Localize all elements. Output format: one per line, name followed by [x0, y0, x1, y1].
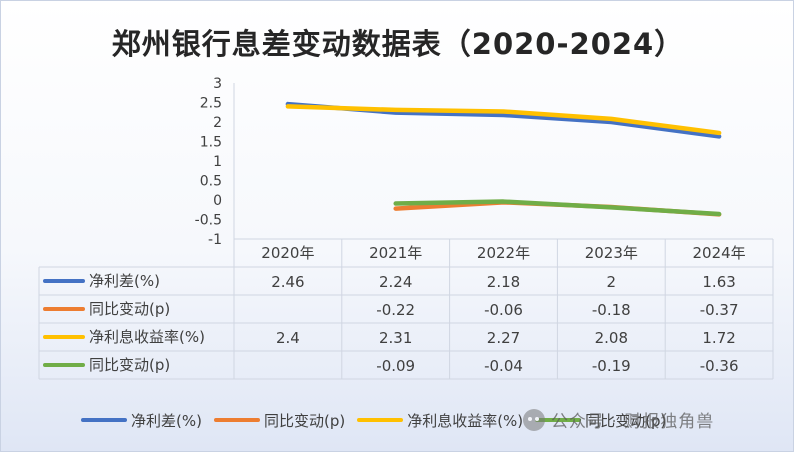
data-label: -0.36: [700, 357, 739, 375]
table-row-series-name: 净利差(%): [89, 272, 160, 290]
legend-label: 净利差(%): [131, 411, 202, 430]
legend-item: 同比变动(p): [213, 410, 346, 431]
table-row-series-name: 同比变动(p): [89, 356, 170, 374]
data-label: 2.31: [379, 329, 412, 347]
legend-swatch: [535, 418, 582, 422]
x-category-label: 2022年: [477, 244, 530, 262]
data-label: 1.63: [702, 273, 735, 291]
y-tick-label: 2.5: [200, 96, 222, 112]
data-label: -0.06: [484, 301, 523, 319]
y-tick-label: -0.5: [195, 213, 222, 229]
data-label: -0.18: [592, 301, 631, 319]
data-label: 2.18: [487, 273, 520, 291]
data-label: 2.27: [487, 329, 520, 347]
legend-swatch: [81, 418, 127, 422]
legend-label: 同比变动(p): [263, 411, 346, 430]
legend-label: 同比变动(p): [585, 411, 667, 430]
data-label: -0.09: [376, 357, 415, 375]
data-label: 2.08: [595, 329, 628, 347]
data-label: 2.46: [271, 273, 304, 291]
legend-swatch: [357, 418, 404, 422]
y-tick-label: 3: [213, 76, 222, 92]
legend-swatch: [213, 418, 260, 422]
data-label: 2: [607, 273, 617, 291]
legend-label: 净利息收益率(%): [407, 411, 524, 430]
y-tick-label: 0.5: [200, 174, 222, 190]
data-label: -0.04: [484, 357, 523, 375]
y-tick-label: 1: [213, 154, 222, 170]
legend-item: 净利息收益率(%): [357, 410, 523, 431]
watermark: 公众号 · 财报独角兽: [523, 407, 714, 432]
legend-item: 净利差(%): [81, 410, 202, 431]
y-tick-label: 2: [213, 115, 222, 131]
data-label: 2.4: [276, 329, 300, 347]
table-row-series-name: 同比变动(p): [89, 300, 170, 318]
data-label: 1.72: [702, 329, 735, 347]
wechat-icon: [523, 408, 545, 431]
x-category-label: 2023年: [585, 244, 638, 262]
watermark-text: 公众号 · 财报独角兽: [551, 412, 715, 432]
table-row-series-name: 净利息收益率(%): [89, 328, 205, 346]
y-tick-label: 1.5: [200, 135, 222, 151]
chart-title: 郑州银行息差变动数据表（2020-2024）: [111, 27, 685, 61]
x-category-label: 2021年: [369, 244, 422, 262]
chart-legend: 净利差(%) 同比变动(p) 净利息收益率(%) 同比变动(p): [81, 405, 781, 435]
data-label: -0.22: [376, 301, 415, 319]
data-label: -0.37: [700, 301, 739, 319]
x-category-label: 2020年: [261, 244, 314, 262]
data-label: 2.24: [379, 273, 412, 291]
legend-item: 同比变动(p): [535, 410, 666, 431]
y-tick-label: -1: [208, 232, 222, 248]
y-tick-label: 0: [213, 193, 222, 209]
series-line-3: [285, 104, 722, 136]
data-label: -0.19: [592, 357, 631, 375]
series-line-4: [393, 199, 722, 217]
x-category-label: 2024年: [693, 244, 746, 262]
